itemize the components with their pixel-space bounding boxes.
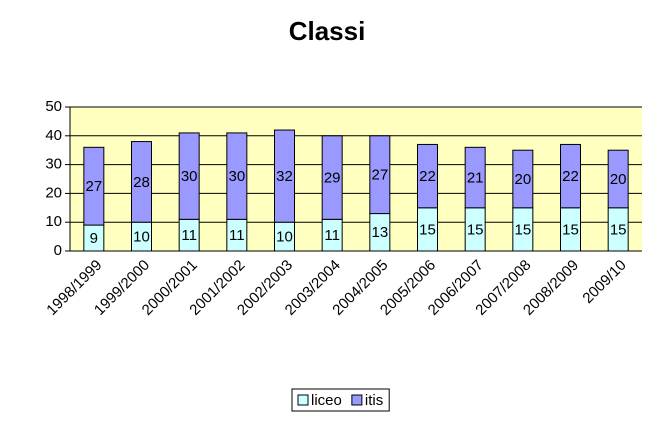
bar bbox=[464, 146, 486, 209]
y-tick-label: 0 bbox=[54, 242, 62, 259]
data-label: 10 bbox=[276, 229, 293, 246]
bar bbox=[274, 129, 295, 223]
legend-label: liceo bbox=[311, 392, 342, 409]
bar bbox=[131, 141, 152, 223]
bar bbox=[321, 135, 343, 220]
data-label: 10 bbox=[133, 229, 150, 246]
data-label: 28 bbox=[133, 174, 150, 191]
data-label: 32 bbox=[276, 168, 293, 185]
data-label: 15 bbox=[562, 221, 579, 238]
bar bbox=[178, 132, 200, 220]
data-label: 29 bbox=[324, 170, 341, 187]
y-tick-label: 20 bbox=[45, 184, 62, 201]
data-label: 20 bbox=[514, 171, 531, 188]
y-tick-label: 40 bbox=[45, 127, 62, 144]
bar bbox=[560, 143, 581, 209]
data-label: 15 bbox=[610, 221, 627, 238]
y-tick-label: 10 bbox=[45, 213, 62, 230]
bar bbox=[512, 149, 534, 209]
data-label: 11 bbox=[229, 227, 245, 244]
data-label: 13 bbox=[371, 224, 388, 241]
data-label: 30 bbox=[181, 168, 198, 185]
bar bbox=[83, 146, 105, 226]
data-label: 20 bbox=[610, 171, 627, 188]
data-label: 11 bbox=[181, 227, 197, 244]
data-label: 11 bbox=[324, 227, 340, 244]
legend-label: itis bbox=[365, 392, 383, 409]
bar bbox=[226, 132, 248, 220]
data-label: 22 bbox=[562, 168, 579, 185]
data-label: 15 bbox=[514, 221, 531, 238]
legend-swatch bbox=[297, 394, 309, 406]
data-label: 27 bbox=[85, 178, 102, 195]
bar bbox=[417, 143, 438, 209]
bar bbox=[369, 135, 391, 215]
legend: liceo itis bbox=[291, 388, 390, 412]
x-tick-label: 2009/10 bbox=[579, 257, 629, 307]
legend-swatch bbox=[351, 394, 363, 406]
data-label: 15 bbox=[419, 221, 436, 238]
y-tick-label: 50 bbox=[45, 98, 62, 115]
data-label: 21 bbox=[467, 170, 484, 187]
chart-title: Classi bbox=[289, 16, 366, 46]
y-tick-label: 30 bbox=[45, 156, 62, 173]
bar bbox=[607, 149, 629, 209]
data-label: 9 bbox=[90, 230, 98, 247]
plot-area bbox=[70, 107, 642, 251]
data-label: 15 bbox=[467, 221, 484, 238]
data-label: 22 bbox=[419, 168, 436, 185]
data-label: 30 bbox=[228, 168, 245, 185]
data-label: 27 bbox=[371, 167, 388, 184]
legend-box bbox=[291, 388, 390, 412]
